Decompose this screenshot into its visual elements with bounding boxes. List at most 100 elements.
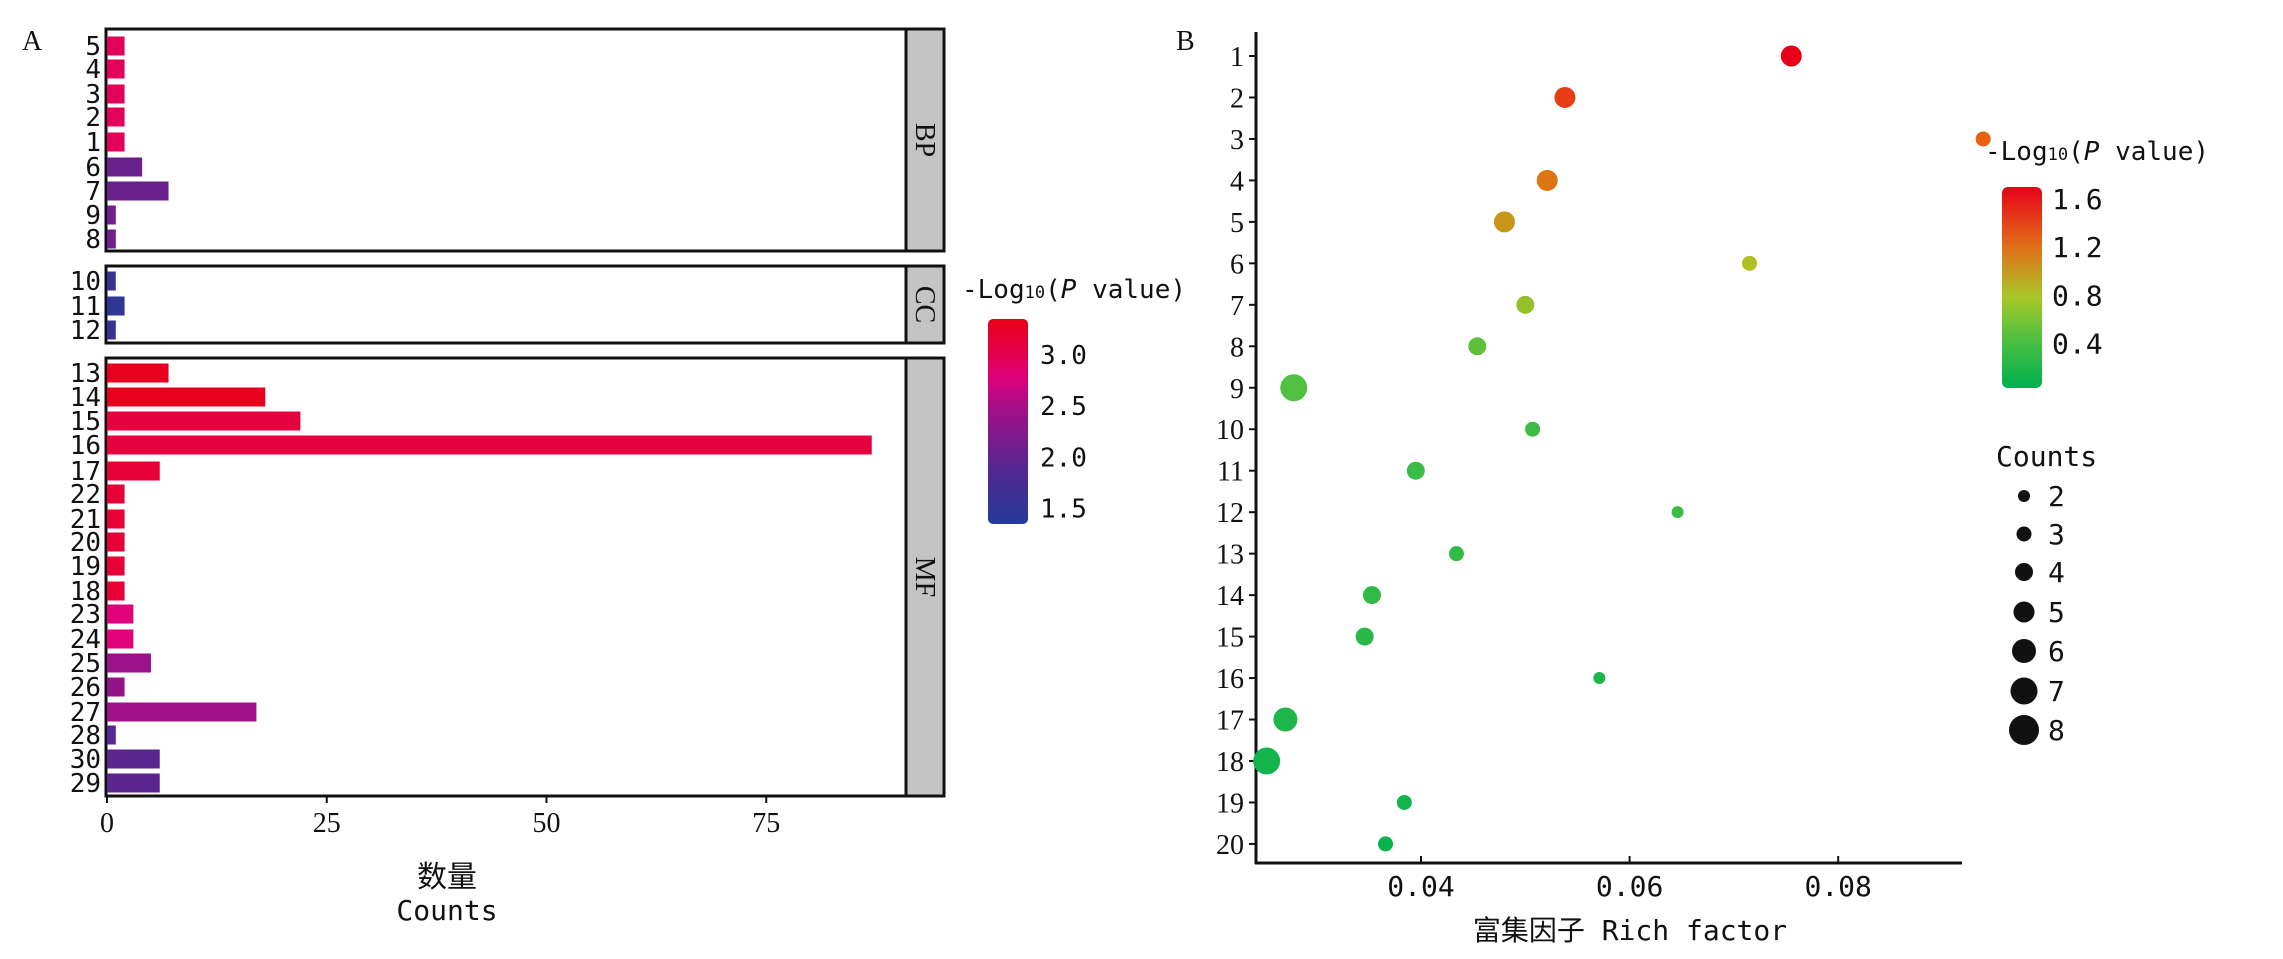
bar-label-12: 12 <box>70 316 101 346</box>
bar-label-22: 22 <box>70 480 101 510</box>
legend-a-tick-label: 3.0 <box>1040 341 1087 371</box>
y-tick-label-1: 1 <box>1230 42 1244 73</box>
panel-b-label: B <box>1176 26 1195 57</box>
point-13 <box>1448 546 1464 562</box>
panel-b-points <box>1253 45 1991 852</box>
y-tick-label-19: 19 <box>1216 788 1244 819</box>
bar-label-1: 1 <box>85 128 101 158</box>
x-tick-label: 25 <box>313 808 341 839</box>
y-tick-label-6: 6 <box>1230 249 1244 280</box>
bar-label-4: 4 <box>85 55 101 85</box>
legend-a-tick-label: 2.5 <box>1040 392 1087 422</box>
legend-b-tick-label: 0.4 <box>2052 327 2103 360</box>
facet-strip <box>904 264 946 345</box>
bar-label-6: 6 <box>85 153 101 183</box>
point-17 <box>1273 707 1298 732</box>
panel-a-bar-chart: A BP543216798CC101112MF13141516172221201… <box>22 26 1186 927</box>
facet-strip-label: BP <box>909 123 940 157</box>
legend-b-tick-label: 1.2 <box>2052 231 2103 264</box>
facet-strip <box>904 27 946 253</box>
point-9 <box>1280 374 1308 402</box>
y-tick-label-2: 2 <box>1230 83 1244 114</box>
size-legend-label: 6 <box>2048 635 2065 668</box>
panel-a-color-legend: -Log10(P value) 3.0 2.5 2.0 1.5 <box>962 275 1186 525</box>
bar-6 <box>107 157 143 177</box>
legend-a-colorbar <box>988 319 1028 524</box>
bar-27 <box>107 702 257 722</box>
bar-14 <box>107 387 266 407</box>
size-legend-dot <box>2016 526 2032 542</box>
panel-a-label: A <box>22 26 43 57</box>
facet-panel-frame <box>104 27 908 253</box>
panel-b-size-legend: Counts 2 3 4 5 6 7 8 <box>1996 440 2097 747</box>
bar-21 <box>107 509 125 529</box>
y-tick-label-7: 7 <box>1230 291 1244 322</box>
bar-19 <box>107 556 125 576</box>
bar-9 <box>107 205 116 225</box>
bar-2 <box>107 107 125 127</box>
point-8 <box>1468 337 1487 356</box>
y-tick-label-16: 16 <box>1216 664 1244 695</box>
bar-30 <box>107 749 160 769</box>
size-legend-dot <box>2009 715 2039 745</box>
panel-a-xlabel: Counts <box>396 894 497 927</box>
point-16 <box>1593 672 1606 685</box>
bar-label-27: 27 <box>70 698 101 728</box>
bar-label-20: 20 <box>70 528 101 558</box>
bar-24 <box>107 629 134 649</box>
x-tick-label: 0 <box>100 808 114 839</box>
bar-label-30: 30 <box>70 745 101 775</box>
y-tick-label-12: 12 <box>1216 498 1244 529</box>
size-legend-dot <box>2015 563 2033 581</box>
size-legend-dot <box>2010 677 2038 705</box>
bar-label-13: 13 <box>70 359 101 389</box>
bar-label-23: 23 <box>70 600 101 630</box>
y-tick-label-9: 9 <box>1230 374 1244 405</box>
bar-label-24: 24 <box>70 625 101 655</box>
panel-b-x-axis: 0.04 0.06 0.08 <box>1387 856 1872 903</box>
bar-20 <box>107 532 125 552</box>
bar-label-5: 5 <box>85 32 101 62</box>
bar-18 <box>107 581 125 601</box>
point-20 <box>1378 836 1394 852</box>
bar-label-10: 10 <box>70 267 101 297</box>
y-tick-label-3: 3 <box>1230 125 1244 156</box>
legend-a-tick-label: 1.5 <box>1040 495 1087 525</box>
point-11 <box>1406 461 1425 480</box>
size-legend-label: 8 <box>2048 714 2065 747</box>
bar-22 <box>107 484 125 504</box>
bar-label-25: 25 <box>70 649 101 679</box>
facet-strip-label: CC <box>909 286 940 323</box>
bar-label-9: 9 <box>85 201 101 231</box>
bar-label-28: 28 <box>70 721 101 751</box>
bar-11 <box>107 296 125 316</box>
y-tick-label-15: 15 <box>1216 623 1244 654</box>
bar-28 <box>107 725 116 745</box>
y-tick-label-5: 5 <box>1230 208 1244 239</box>
bar-8 <box>107 229 116 249</box>
bar-13 <box>107 363 169 383</box>
bar-label-26: 26 <box>70 673 101 703</box>
x-tick-label: 75 <box>752 808 780 839</box>
size-legend-label: 3 <box>2048 518 2065 551</box>
point-15 <box>1355 627 1374 646</box>
point-5 <box>1493 211 1515 233</box>
point-4 <box>1536 169 1558 191</box>
y-tick-label-20: 20 <box>1216 830 1244 861</box>
point-10 <box>1525 421 1541 437</box>
y-tick-label-14: 14 <box>1216 581 1244 612</box>
point-19 <box>1396 794 1412 810</box>
bar-23 <box>107 604 134 624</box>
panel-a-xlabel-cn: 数量 <box>417 860 477 895</box>
x-tick-label: 0.04 <box>1387 870 1454 903</box>
y-tick-label-18: 18 <box>1216 747 1244 778</box>
bar-5 <box>107 36 125 56</box>
size-legend-label: 5 <box>2048 596 2065 629</box>
y-tick-label-11: 11 <box>1217 457 1244 488</box>
bar-label-11: 11 <box>70 292 101 322</box>
